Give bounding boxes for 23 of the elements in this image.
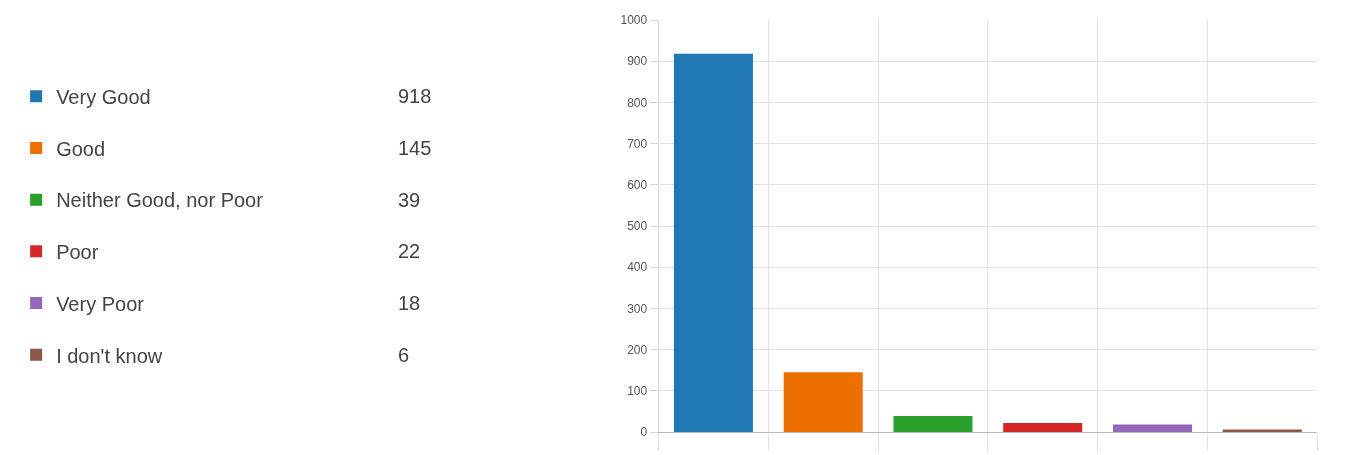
y-tick-label: 800 <box>627 95 648 110</box>
legend-label: Poor <box>56 241 99 264</box>
y-tick-label: 200 <box>627 342 648 357</box>
legend-label: Very Good <box>56 86 151 109</box>
legend-label: Good <box>56 137 106 160</box>
y-tick-label: 500 <box>627 219 648 234</box>
text: 918 <box>398 85 432 107</box>
y-tick-label: 100 <box>627 384 648 398</box>
y-tick-label: 400 <box>627 260 648 275</box>
text: 6 <box>398 344 410 366</box>
y-tick-label: 600 <box>627 178 648 192</box>
y-tick-label: 300 <box>627 301 648 316</box>
y-tick-label: 1000 <box>620 13 648 28</box>
legend-label: Neither Good, nor Poor <box>56 189 264 212</box>
text: 18 <box>398 292 421 314</box>
legend-label: Very Poor <box>56 292 145 315</box>
y-tick-label: 700 <box>627 136 648 151</box>
y-tick-label: 0 <box>640 425 648 440</box>
text: 39 <box>398 189 421 211</box>
text: 22 <box>398 240 421 262</box>
y-tick-label: 900 <box>627 54 648 69</box>
text: 145 <box>398 137 432 159</box>
legend-label: I don't know <box>56 344 163 367</box>
